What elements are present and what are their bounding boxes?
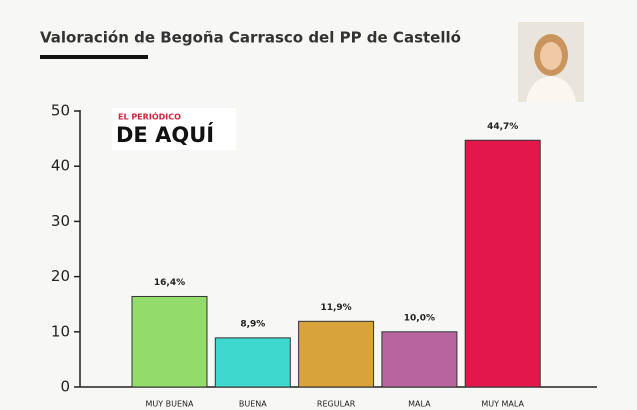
x-tick-label: REGULAR <box>317 400 356 409</box>
y-tick-label: 40 <box>51 157 70 175</box>
title-underline <box>40 55 148 59</box>
value-label: 44,7% <box>487 122 518 132</box>
value-label: 10,0% <box>404 313 435 323</box>
x-tick-label: MUY BUENA <box>145 400 194 409</box>
y-tick-label: 30 <box>51 212 70 230</box>
x-tick-label: MALA <box>408 400 431 409</box>
logo-top: EL PERIÓDICO <box>118 111 181 122</box>
y-tick-label: 10 <box>51 322 70 340</box>
chart-title: Valoración de Begoña Carrasco del PP de … <box>40 29 461 47</box>
x-tick-label: MUY MALA <box>481 400 524 409</box>
value-label: 11,9% <box>320 303 351 313</box>
y-tick-label: 50 <box>51 102 70 120</box>
bar <box>298 320 375 388</box>
photo <box>518 22 584 102</box>
logo-main: DE AQUÍ <box>116 122 214 147</box>
value-label: 8,9% <box>240 319 265 329</box>
bar <box>214 337 291 388</box>
bar <box>464 139 541 388</box>
y-tick-label: 20 <box>51 267 70 285</box>
x-tick-label: BUENA <box>239 400 267 409</box>
y-tick-label: 0 <box>60 378 70 396</box>
value-label: 16,4% <box>154 278 185 288</box>
bar <box>131 295 208 388</box>
bar <box>381 331 458 388</box>
logo: EL PERIÓDICO DE AQUÍ <box>112 108 236 150</box>
